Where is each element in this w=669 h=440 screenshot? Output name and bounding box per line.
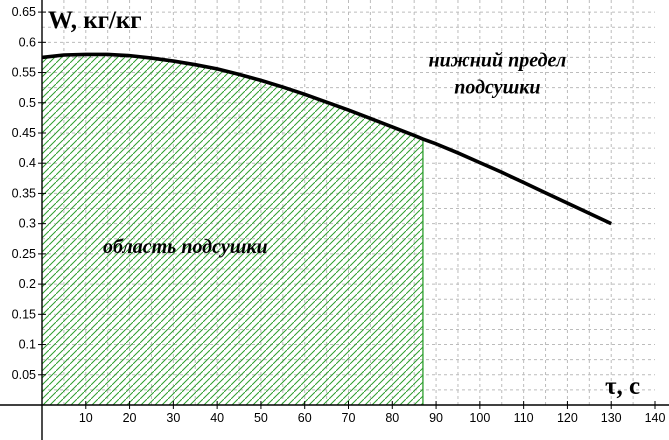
y-tick-label: 0.4 bbox=[19, 156, 36, 170]
x-tick-label: 100 bbox=[469, 411, 490, 425]
x-tick-label: 30 bbox=[166, 411, 180, 425]
y-tick-label: 0.6 bbox=[19, 35, 36, 49]
y-tick-label: 0.1 bbox=[19, 338, 36, 352]
drying-curve-line bbox=[41, 52, 612, 226]
series bbox=[41, 52, 612, 226]
x-tick-label: 20 bbox=[123, 411, 137, 425]
y-tick-label: 0.2 bbox=[19, 277, 36, 291]
y-tick-label: 0.65 bbox=[12, 5, 36, 19]
annotation-label: подсушки bbox=[454, 77, 540, 99]
x-tick-label: 60 bbox=[298, 411, 312, 425]
x-tick-label: 50 bbox=[254, 411, 268, 425]
y-axis-title: W, кг/кг bbox=[48, 7, 142, 34]
y-tick-label: 0.15 bbox=[12, 307, 36, 321]
x-tick-label: 140 bbox=[645, 411, 666, 425]
x-tick-label: 120 bbox=[557, 411, 578, 425]
y-tick-label: 0.45 bbox=[12, 126, 36, 140]
x-tick-label: 80 bbox=[385, 411, 399, 425]
drying-region bbox=[42, 54, 424, 405]
x-tick-label: 130 bbox=[601, 411, 622, 425]
y-tick-label: 0.05 bbox=[12, 368, 36, 382]
x-tick-label: 90 bbox=[429, 411, 443, 425]
y-tick-label: 0.5 bbox=[19, 96, 36, 110]
annotation-label: нижний предел bbox=[429, 49, 567, 71]
region-label: область подсушки bbox=[103, 236, 268, 258]
x-tick-label: 110 bbox=[514, 411, 534, 425]
x-tick-label: 70 bbox=[342, 411, 356, 425]
y-tick-label: 0.25 bbox=[12, 247, 36, 261]
y-tick-label: 0.3 bbox=[19, 217, 36, 231]
x-tick-label: 10 bbox=[79, 411, 93, 425]
y-tick-label: 0.55 bbox=[12, 66, 36, 80]
x-tick-label: 40 bbox=[210, 411, 224, 425]
labels: W, кг/кг τ, с область подсушки 10 20 30 40 5… bbox=[12, 5, 666, 425]
region-hatch bbox=[42, 54, 423, 405]
x-axis-title: τ, с bbox=[605, 373, 640, 400]
y-tick-label: 0.35 bbox=[12, 186, 36, 200]
